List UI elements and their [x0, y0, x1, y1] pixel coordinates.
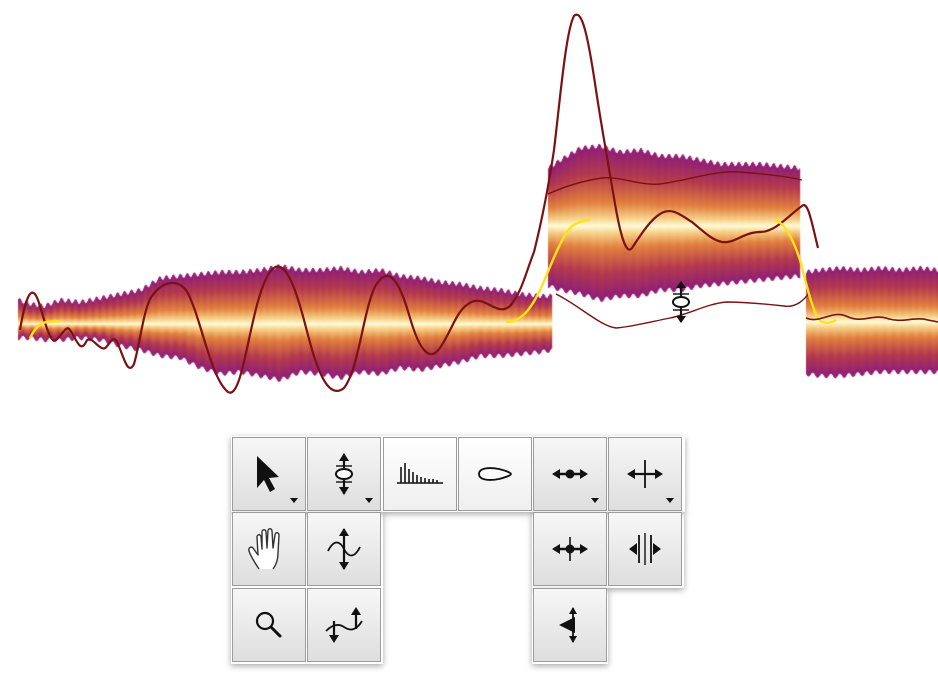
formant-tool-button[interactable]: [383, 437, 457, 511]
formant-tool-icon: [397, 463, 443, 484]
pitch-curve-right: [805, 313, 938, 323]
amplitude-tool-icon: [478, 467, 512, 481]
move-tool-icon: [552, 537, 588, 561]
pitch-curve-second-note: [547, 171, 803, 195]
magnifier-icon: [255, 611, 282, 638]
separation-tool-icon: [627, 460, 663, 488]
pitch-modulation-icon: [327, 528, 361, 570]
pitch-tool-button[interactable]: [307, 437, 381, 511]
main-tool-button[interactable]: [232, 437, 306, 511]
submenu-arrow-icon: [365, 498, 373, 503]
hand-icon: [248, 528, 280, 570]
pitch-tool-icon: [335, 453, 353, 495]
separation-tool-button[interactable]: [608, 437, 682, 511]
pitch-center-line-3: [773, 218, 837, 325]
sibilant-tool-button[interactable]: [533, 588, 607, 662]
note-separation-tool-button[interactable]: [608, 512, 682, 586]
move-tool-button[interactable]: [533, 512, 607, 586]
pitch-curve: [18, 13, 820, 394]
note-separation-icon: [629, 533, 661, 565]
pitch-drift-icon: [325, 607, 363, 643]
submenu-arrow-icon: [666, 498, 674, 503]
pitch-drift-tool-button[interactable]: [307, 588, 381, 662]
pitch-modulation-tool-button[interactable]: [307, 512, 381, 586]
note-blobs-canvas[interactable]: [0, 0, 938, 420]
arrow-cursor-icon: [257, 456, 279, 492]
timing-tool-icon: [552, 469, 588, 479]
zoom-tool-button[interactable]: [232, 588, 306, 662]
scroll-tool-button[interactable]: [232, 512, 306, 586]
pitch-tool-cursor-icon: [672, 281, 690, 323]
pitch-center-line-1: [28, 319, 61, 339]
pitch-overlay: [18, 13, 938, 394]
submenu-arrow-icon: [591, 498, 599, 503]
submenu-arrow-icon: [290, 498, 298, 503]
timing-tool-button[interactable]: [533, 437, 607, 511]
amplitude-tool-button[interactable]: [458, 437, 532, 511]
pitch-curve-lower-guide: [555, 291, 811, 329]
sibilant-tool-icon: [559, 607, 577, 643]
pitch-center-line-2: [505, 218, 591, 324]
